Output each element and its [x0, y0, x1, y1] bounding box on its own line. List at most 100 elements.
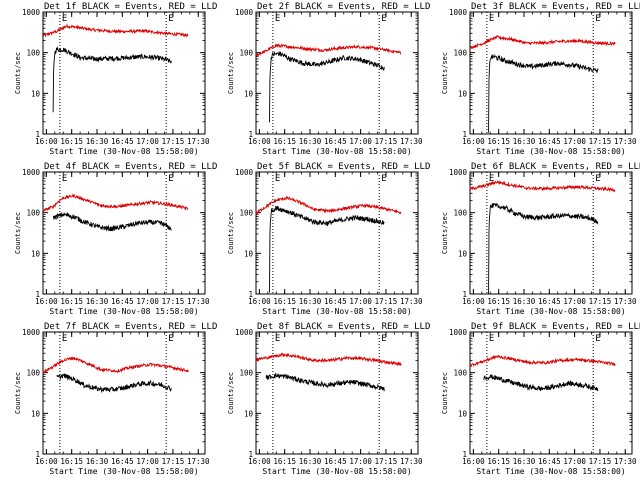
x-tick-label: 16:45 [111, 297, 134, 306]
y-tick-label: 100 [239, 369, 253, 378]
y-tick-label: 10 [458, 249, 468, 258]
y-axis-label: Counts/sec [14, 212, 22, 254]
x-tick-label: 16:45 [538, 297, 561, 306]
y-axis-label: Counts/sec [227, 52, 235, 94]
y-tick-label: 100 [239, 209, 253, 218]
series-lld-line [42, 356, 189, 374]
attenuator-marker-label: E [595, 174, 600, 184]
chart-title: Det 3f BLACK = Events, RED = LLD [471, 2, 640, 12]
series-lld-line [42, 23, 189, 39]
series-lld-line [42, 192, 189, 213]
y-tick-label: 100 [453, 369, 467, 378]
x-tick-label: 17:00 [349, 457, 372, 466]
attenuator-marker-label: E [275, 14, 280, 24]
plot-frame [42, 331, 206, 455]
y-axis-label: Counts/sec [14, 52, 22, 94]
x-tick-label: 17:30 [187, 297, 210, 306]
attenuator-marker-label: E [275, 334, 280, 344]
x-tick-label: 16:00 [248, 137, 271, 146]
x-tick-label: 16:15 [273, 297, 296, 306]
x-axis-label: Start Time (30-Nov-08 15:58:00) [262, 147, 411, 156]
chart-panel-2f: Det 2f BLACK = Events, RED = LLD 1 10 100 10… [227, 2, 430, 156]
x-tick-label: 16:15 [487, 297, 510, 306]
chart-title: Det 4f BLACK = Events, RED = LLD [44, 162, 217, 172]
y-tick-label: 100 [26, 369, 40, 378]
x-tick-label: 17:00 [136, 457, 159, 466]
y-tick-label: 1000 [449, 168, 468, 177]
x-tick-label: 16:45 [538, 457, 561, 466]
attenuator-marker-label: E [168, 174, 173, 184]
y-tick-label: 1000 [235, 328, 254, 337]
y-axis-label: Counts/sec [14, 372, 22, 414]
y-tick-label: 1 [35, 130, 40, 139]
y-tick-label: 100 [453, 49, 467, 58]
x-tick-label: 17:30 [614, 137, 637, 146]
y-tick-label: 1 [248, 450, 253, 459]
x-tick-label: 17:15 [589, 297, 612, 306]
series-lld-line [255, 352, 402, 366]
chart-title: Det 1f BLACK = Events, RED = LLD [44, 2, 217, 12]
y-tick-label: 1000 [22, 8, 41, 17]
x-tick-label: 16:15 [487, 457, 510, 466]
x-tick-label: 16:45 [324, 457, 347, 466]
series-events-line [265, 372, 385, 392]
y-axis-label: Counts/sec [441, 372, 449, 414]
x-tick-label: 17:00 [136, 137, 159, 146]
chart-panel-5f: Det 5f BLACK = Events, RED = LLD 1 10 100 10… [227, 162, 430, 316]
y-axis-label: Counts/sec [227, 212, 235, 254]
x-tick-label: 16:45 [324, 297, 347, 306]
y-tick-label: 1000 [449, 8, 468, 17]
attenuator-marker-label: E [275, 174, 280, 184]
y-tick-label: 1 [35, 290, 40, 299]
plot-frame [469, 331, 633, 455]
plot-frame [42, 171, 206, 295]
x-axis-label: Start Time (30-Nov-08 15:58:00) [49, 307, 198, 316]
plot-frame [255, 171, 419, 295]
attenuator-marker-label: E [489, 334, 494, 344]
x-tick-label: 16:30 [86, 457, 109, 466]
chart-title: Det 6f BLACK = Events, RED = LLD [471, 162, 640, 172]
x-tick-label: 16:00 [248, 457, 271, 466]
x-tick-label: 17:00 [563, 297, 586, 306]
attenuator-marker-label: E [381, 14, 386, 24]
y-axis-label: Counts/sec [441, 52, 449, 94]
x-tick-label: 16:30 [86, 137, 109, 146]
series-events-line [269, 205, 385, 293]
plot-frame [469, 11, 633, 135]
y-tick-label: 100 [453, 209, 467, 218]
x-tick-label: 16:45 [111, 457, 134, 466]
attenuator-marker-label: E [62, 14, 67, 24]
y-tick-label: 10 [244, 89, 254, 98]
series-events-line [56, 373, 172, 394]
y-tick-label: 10 [458, 409, 468, 418]
y-tick-label: 1000 [449, 328, 468, 337]
x-axis-label: Start Time (30-Nov-08 15:58:00) [476, 307, 625, 316]
x-tick-label: 16:45 [538, 137, 561, 146]
x-tick-label: 16:15 [60, 137, 83, 146]
chart-panel-7f: Det 7f BLACK = Events, RED = LLD 1 10 100 10… [14, 322, 217, 476]
x-tick-label: 17:30 [400, 457, 423, 466]
series-lld-line [469, 180, 616, 193]
series-events-line [269, 51, 385, 123]
x-tick-label: 17:15 [162, 137, 185, 146]
series-lld-line [469, 354, 616, 368]
attenuator-marker-label: E [595, 14, 600, 24]
x-tick-label: 16:15 [60, 457, 83, 466]
x-tick-label: 16:15 [273, 137, 296, 146]
y-tick-label: 1 [248, 130, 253, 139]
x-tick-label: 16:00 [248, 297, 271, 306]
y-tick-label: 100 [26, 49, 40, 58]
chart-title: Det 9f BLACK = Events, RED = LLD [471, 322, 640, 332]
plot-frame [469, 171, 633, 295]
x-tick-label: 16:30 [86, 297, 109, 306]
x-tick-label: 16:30 [299, 457, 322, 466]
series-events-line [488, 202, 599, 295]
y-tick-label: 10 [244, 409, 254, 418]
chart-panel-1f: Det 1f BLACK = Events, RED = LLD 1 10 100 10… [14, 2, 217, 156]
attenuator-marker-label: E [62, 174, 67, 184]
y-axis-label: Counts/sec [227, 372, 235, 414]
series-lld-line [469, 35, 616, 49]
y-tick-label: 1 [462, 290, 467, 299]
y-axis-label: Counts/sec [441, 212, 449, 254]
